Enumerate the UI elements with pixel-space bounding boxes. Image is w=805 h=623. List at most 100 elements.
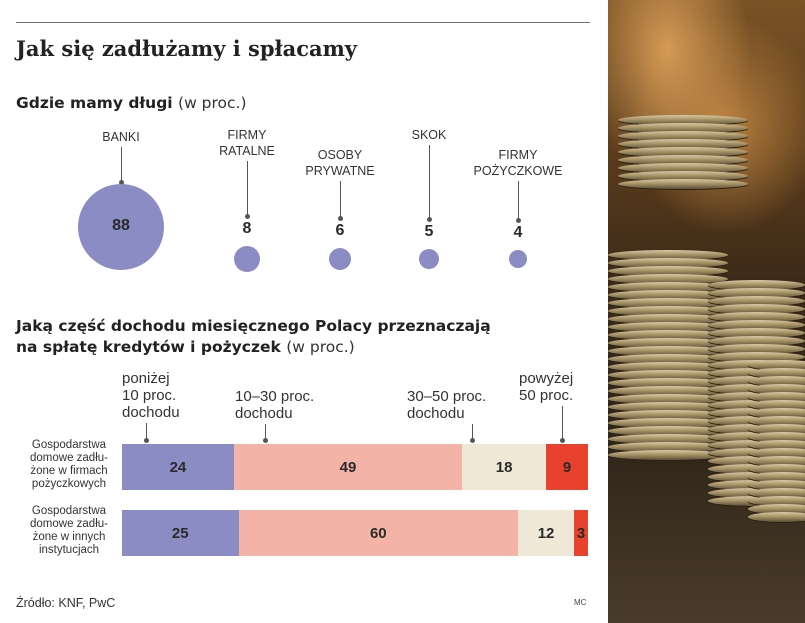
bar-segment-value-label: 49 — [339, 458, 357, 476]
bubble-category-label-line: PRYWATNE — [305, 164, 375, 178]
coin — [618, 155, 748, 165]
coin — [748, 496, 805, 506]
bar-segment-value-label: 9 — [562, 458, 572, 476]
coin — [608, 250, 728, 260]
coin — [748, 448, 805, 458]
bubble-category-label: OSOBY PRYWATNE — [275, 147, 405, 179]
coin — [748, 384, 805, 394]
series-header-leader — [560, 406, 565, 443]
coin — [618, 115, 748, 125]
coin — [708, 304, 805, 314]
bar-segment: 25 — [122, 510, 239, 556]
bubble-leader-line — [245, 161, 250, 220]
section2-title-line1: Jaką część dochodu miesięcznego Polacy p… — [16, 317, 491, 335]
bar-segment-value-label: 24 — [169, 458, 187, 476]
section2-title: Jaką część dochodu miesięcznego Polacy p… — [16, 316, 491, 358]
coin — [608, 378, 728, 388]
coin-stack — [748, 360, 805, 530]
coin — [748, 392, 805, 402]
row-category-label-line: Gospodarstwa — [31, 505, 107, 517]
row-category-label-line: domowe zadłu- — [30, 518, 108, 530]
coin — [708, 320, 805, 330]
coin-stack — [608, 250, 728, 468]
coin — [618, 123, 748, 133]
bubble-category-label-line: FIRMY — [227, 128, 267, 142]
coin — [708, 336, 805, 346]
bubble — [418, 248, 440, 270]
coin — [608, 290, 728, 300]
bubble-category-label-line: OSOBY — [317, 148, 363, 162]
coin — [748, 480, 805, 490]
row-category-label-line: żone w firmach — [30, 465, 108, 477]
series-header-label: 30–50 proc. dochodu — [407, 388, 486, 422]
coin — [748, 416, 805, 426]
series-header-leader — [263, 424, 268, 443]
coin — [618, 163, 748, 173]
row-category-label: Gospodarstwa domowe zadłu-żone w firmach p… — [16, 439, 122, 491]
bubble — [234, 246, 260, 272]
bubble — [78, 184, 164, 270]
coin — [618, 139, 748, 149]
series-header-label-line: 10–30 proc. — [235, 388, 315, 405]
coin — [748, 464, 805, 474]
coin — [608, 282, 728, 292]
section1-title: Gdzie mamy długi (w proc.) — [16, 93, 247, 114]
bubble-value-label: 5 — [424, 222, 434, 240]
coin — [608, 386, 728, 396]
row-category-label-line: domowe zadłu- — [30, 452, 108, 464]
coin — [608, 258, 728, 268]
bubble-category-label-line: POŻYCZKOWE — [473, 164, 563, 178]
bubble-category-label-line: FIRMY — [498, 148, 538, 162]
coin — [618, 179, 748, 189]
bar-segment: 24 — [122, 444, 234, 490]
coin — [708, 288, 805, 298]
row-category-label: Gospodarstwa domowe zadłu-żone w innych in… — [16, 505, 122, 557]
coin — [708, 328, 805, 338]
bar-segment-value-label: 25 — [171, 524, 189, 542]
bubble-category-label: FIRMY RATALNE — [182, 127, 312, 159]
coin — [748, 408, 805, 418]
bar-segment-value-label: 12 — [537, 524, 555, 542]
coin — [708, 344, 805, 354]
coin — [608, 266, 728, 276]
coin — [708, 296, 805, 306]
author-credit: MC — [574, 598, 587, 607]
coin — [608, 442, 728, 452]
coin — [608, 410, 728, 420]
coin — [608, 402, 728, 412]
coin — [748, 488, 805, 498]
bar-segment: 60 — [238, 510, 519, 556]
series-header-label-line: poniżej — [122, 370, 170, 387]
series-header-label-line: 30–50 proc. — [407, 388, 487, 405]
coin — [748, 400, 805, 410]
coin — [608, 418, 728, 428]
coin — [748, 472, 805, 482]
section2-title-line2: na spłatę kredytów i pożyczek — [16, 338, 281, 356]
coin — [618, 147, 748, 157]
row-category-label-line: żone w innych — [32, 531, 106, 543]
coin — [608, 370, 728, 380]
coin — [708, 312, 805, 322]
coin — [608, 434, 728, 444]
series-header-label-line: dochodu — [235, 405, 293, 422]
series-header-label-line: dochodu — [122, 404, 180, 421]
series-header-leader — [470, 424, 475, 443]
bubble-leader-line — [338, 181, 343, 221]
coin — [608, 362, 728, 372]
bar-segment: 49 — [233, 444, 463, 490]
coin — [608, 394, 728, 404]
section1-title-text: Gdzie mamy długi — [16, 94, 173, 112]
infographic-title: Jak się zadłużamy i spłacamy — [16, 36, 358, 61]
coin — [748, 440, 805, 450]
coins-photo — [608, 0, 805, 623]
coin — [748, 432, 805, 442]
bubble-category-label: BANKI — [56, 129, 186, 145]
section1-unit: (w proc.) — [178, 94, 247, 112]
coin — [748, 360, 805, 370]
coin — [608, 450, 728, 460]
coin — [748, 376, 805, 386]
section2-unit: (w proc.) — [286, 338, 355, 356]
coin — [608, 330, 728, 340]
bubble-category-label-line: SKOK — [411, 128, 447, 142]
series-header-label-line: powyżej — [519, 370, 574, 387]
